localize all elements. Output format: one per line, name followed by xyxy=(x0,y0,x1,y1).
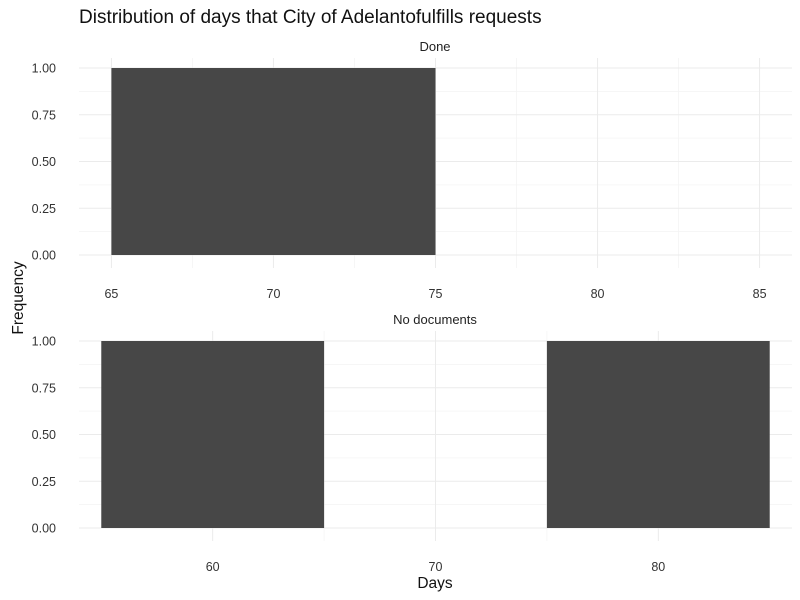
y-axis-title: Frequency xyxy=(10,261,27,334)
panel-2-strip-label: No documents xyxy=(393,312,477,327)
panel-1-x-tick-label: 80 xyxy=(591,287,605,301)
panel-2-y-tick-label: 0.25 xyxy=(32,475,56,489)
panels-group: 0.00 0.25 0.50 0.75 1.00 65 70 75 80 85 0.00 0.25 0.… xyxy=(32,58,792,574)
panel-1-x-tick-label: 75 xyxy=(429,287,443,301)
panel-2-y-tick-label: 1.00 xyxy=(32,335,56,349)
panel-1-x-tick-label: 85 xyxy=(753,287,767,301)
panel-1-y-tick-label: 0.25 xyxy=(32,202,56,216)
panel-1-x-tick-label: 65 xyxy=(104,287,118,301)
panel-1-y-tick-label: 0.00 xyxy=(32,249,56,263)
panel-2-bar xyxy=(101,341,325,528)
chart-title: Distribution of days that City of Adelan… xyxy=(79,7,542,28)
panel-1-bar xyxy=(111,68,436,255)
panel-2-y-tick-label: 0.50 xyxy=(32,428,56,442)
panel-1-strip-label: Done xyxy=(419,39,450,54)
panel-2-y-tick-label: 0.75 xyxy=(32,381,56,395)
panel-1-y-tick-label: 0.75 xyxy=(32,108,56,122)
panel-2-bar xyxy=(546,341,770,528)
x-axis-title: Days xyxy=(417,575,453,592)
panel-1-y-tick-label: 1.00 xyxy=(32,62,56,76)
panel-1-y-tick-label: 0.50 xyxy=(32,155,56,169)
panel-2-x-tick-label: 70 xyxy=(429,560,443,574)
panel-1-x-tick-label: 70 xyxy=(267,287,281,301)
panel-2-y-tick-label: 0.00 xyxy=(32,522,56,536)
panel-2-x-tick-label: 60 xyxy=(206,560,220,574)
panel-2-x-tick-label: 80 xyxy=(651,560,665,574)
